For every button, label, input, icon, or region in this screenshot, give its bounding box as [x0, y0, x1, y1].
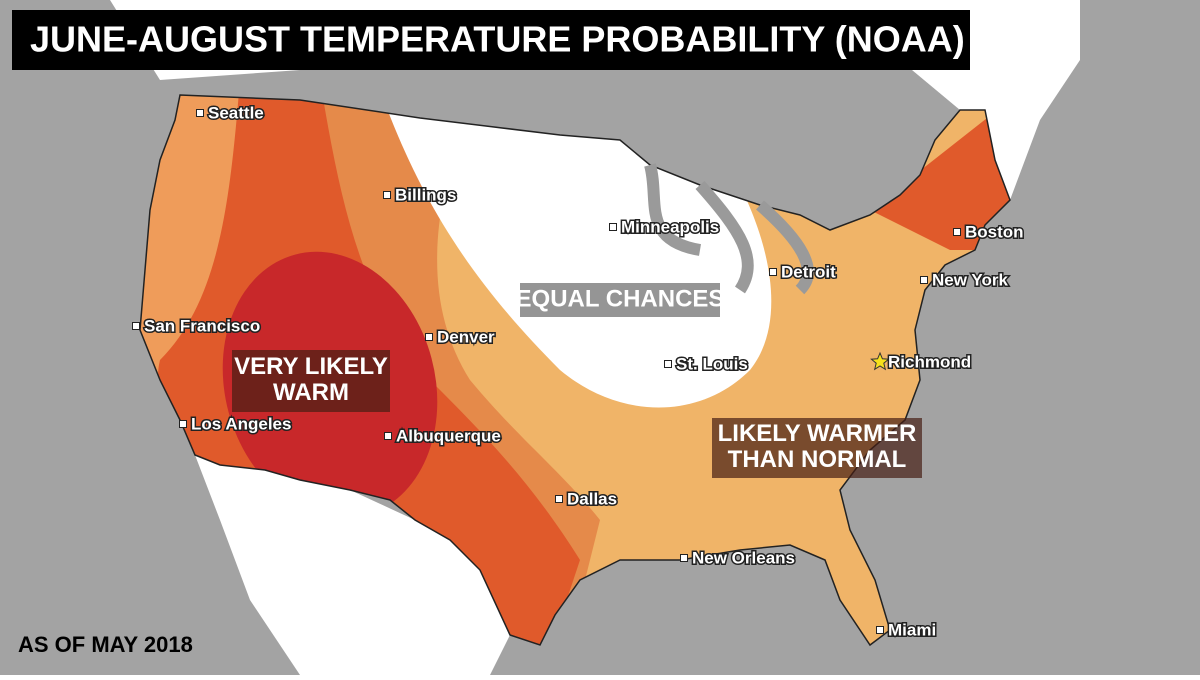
region-label: EQUAL CHANCES [516, 285, 725, 312]
great-lakes [644, 163, 814, 295]
city-name: New York [932, 270, 1008, 289]
city-name: Dallas [567, 489, 617, 508]
city-name: Albuquerque [396, 426, 501, 445]
title: JUNE-AUGUST TEMPERATURE PROBABILITY (NOA… [30, 19, 965, 60]
city-marker [196, 109, 204, 117]
city-star [870, 351, 890, 371]
title-box [12, 10, 970, 70]
city-marker [555, 495, 563, 503]
footnote: AS OF MAY 2018 [18, 632, 193, 657]
region-labels: EQUAL CHANCES VERY LIKELY WARM LIKELY WARME… [232, 283, 922, 478]
city-name: St. Louis [676, 354, 748, 373]
city-marker [664, 360, 672, 368]
region-label: VERY LIKELY WARM [234, 353, 388, 406]
region-box [232, 350, 390, 412]
city-marker [425, 333, 433, 341]
city-name: Denver [437, 327, 495, 346]
city-marker [179, 420, 187, 428]
city-marker [920, 276, 928, 284]
band-coast [140, 95, 240, 470]
city-name: New Orleans [692, 548, 795, 567]
city-marker [876, 626, 884, 634]
city-marker [132, 322, 140, 330]
region-box [712, 418, 922, 478]
city-marker [680, 554, 688, 562]
city-marker [769, 268, 777, 276]
city-name: Boston [965, 222, 1024, 241]
city-marker [384, 432, 392, 440]
region-box [520, 283, 720, 317]
city-marker [953, 228, 961, 236]
city-name: Seattle [208, 103, 264, 122]
city-name: Richmond [888, 352, 971, 371]
city-labels: Seattle Billings Minneapolis Boston Detroit N… [132, 102, 1025, 641]
us-outline [139, 94, 1011, 647]
city-name: Detroit [781, 262, 836, 281]
city-name: Minneapolis [621, 217, 719, 236]
band-northeast [870, 100, 1010, 250]
mexico [195, 455, 510, 675]
city-marker [383, 191, 391, 199]
city-name: San Francisco [144, 316, 260, 335]
city-name: Billings [395, 185, 456, 204]
city-marker [609, 223, 617, 231]
city-name: Miami [888, 620, 936, 639]
city-name: Los Angeles [191, 414, 291, 433]
region-label: LIKELY WARMER THAN NORMAL [718, 420, 917, 473]
